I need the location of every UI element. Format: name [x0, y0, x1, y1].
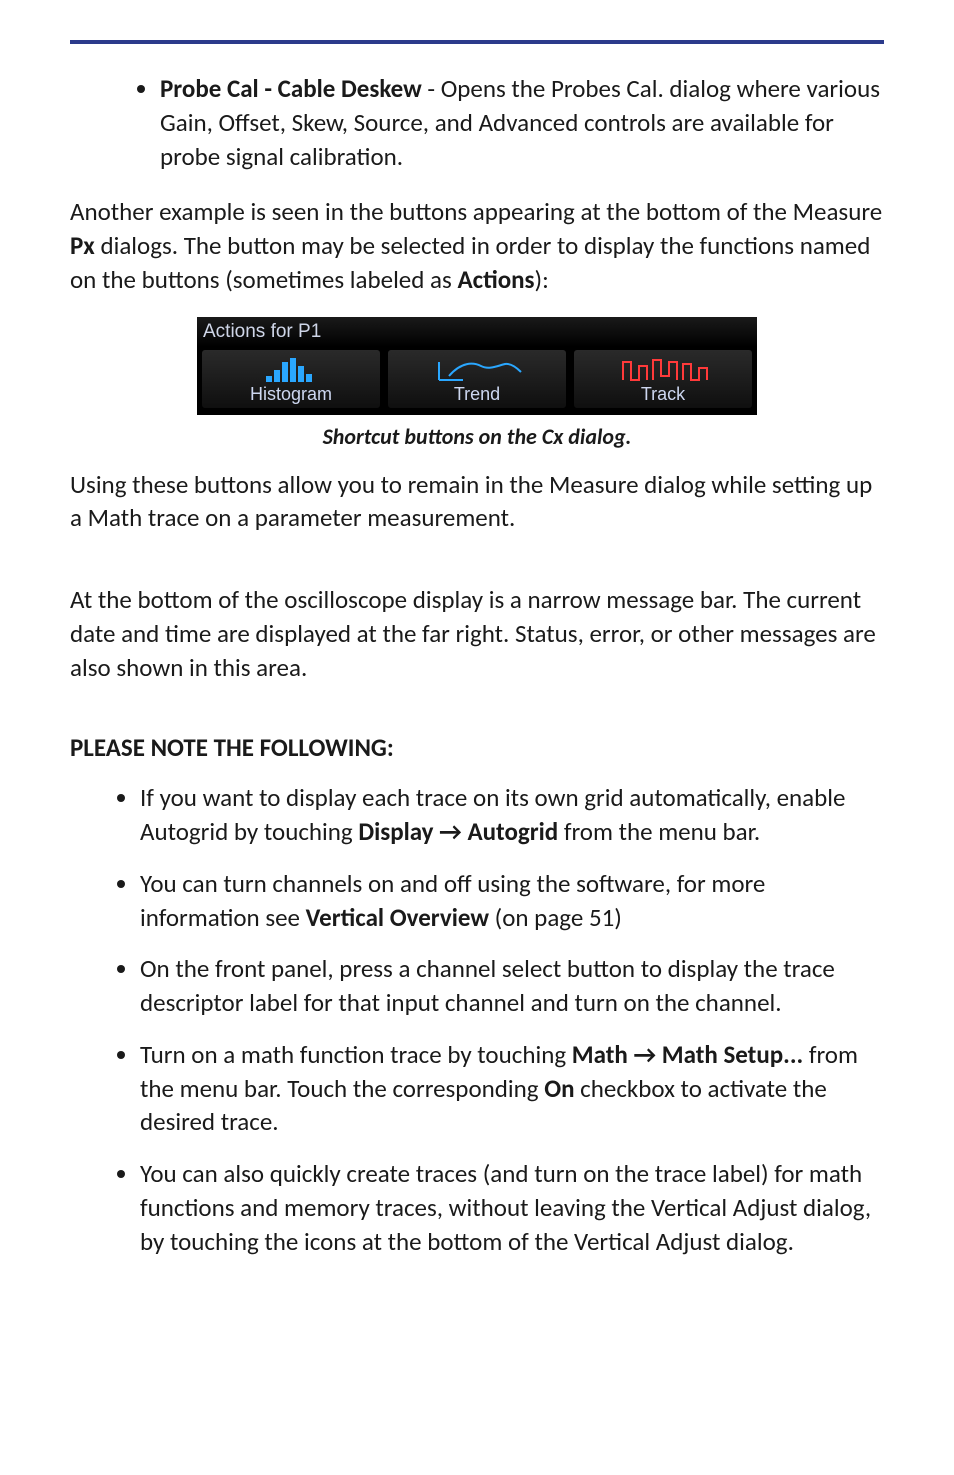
spacer — [70, 555, 884, 583]
track-label: Track — [641, 384, 685, 405]
note-item: On the front panel, press a channel sele… — [140, 952, 884, 1020]
trend-icon — [388, 356, 566, 384]
top-bullet-block: Probe Cal - Cable Deskew - Opens the Pro… — [130, 72, 884, 173]
actions-row: Histogram Trend — [197, 347, 757, 409]
bullet-probe-cal-bold: Probe Cal - Cable Deskew — [160, 73, 422, 104]
note-item: You can turn channels on and off using t… — [140, 867, 884, 935]
trend-label: Trend — [454, 384, 500, 405]
note-text: (on page 51) — [489, 902, 622, 933]
spacer — [70, 704, 884, 732]
actions-panel: Actions for P1 — [197, 317, 757, 415]
actions-panel-title: Actions for P1 — [197, 317, 757, 347]
track-button[interactable]: Track — [573, 349, 753, 409]
histogram-button[interactable]: Histogram — [201, 349, 381, 409]
figure: Actions for P1 — [197, 317, 757, 415]
note-bold: Display → Autogrid — [358, 816, 558, 847]
para-example-bold2: Actions — [457, 264, 534, 295]
figure-caption: Shortcut buttons on the Cx dialog. — [70, 423, 884, 450]
para-example-prefix: Another example is seen in the buttons a… — [70, 196, 882, 227]
para-example-bold1: Px — [70, 230, 95, 261]
note-bold: Vertical Overview — [306, 902, 489, 933]
para-message-bar: At the bottom of the oscilloscope displa… — [70, 583, 884, 684]
histogram-label: Histogram — [250, 384, 332, 405]
note-item: You can also quickly create traces (and … — [140, 1157, 884, 1258]
para-example-suffix: ): — [535, 264, 549, 295]
note-item: If you want to display each trace on its… — [140, 781, 884, 849]
para-example: Another example is seen in the buttons a… — [70, 195, 884, 296]
histogram-icon — [202, 356, 380, 384]
note-text: You can also quickly create traces (and … — [140, 1158, 871, 1257]
note-heading-suffix: : — [387, 732, 394, 763]
note-text: Turn on a math function trace by touchin… — [140, 1039, 572, 1070]
note-text: On the front panel, press a channel sele… — [140, 953, 835, 1018]
notes-block: If you want to display each trace on its… — [110, 781, 884, 1258]
note-item: Turn on a math function trace by touchin… — [140, 1038, 884, 1139]
note-bold: On — [544, 1073, 574, 1104]
page: Probe Cal - Cable Deskew - Opens the Pro… — [0, 0, 954, 1475]
bullet-probe-cal: Probe Cal - Cable Deskew - Opens the Pro… — [160, 72, 884, 173]
top-divider — [70, 40, 884, 44]
trend-button[interactable]: Trend — [387, 349, 567, 409]
para-after-fig: Using these buttons allow you to remain … — [70, 468, 884, 536]
note-heading: PLEASE NOTE THE FOLLOWING: — [70, 732, 884, 763]
track-icon — [574, 356, 752, 384]
note-text: from the menu bar. — [558, 816, 760, 847]
note-heading-text: PLEASE NOTE THE FOLLOWING — [70, 732, 387, 763]
note-bold: Math → Math Setup... — [572, 1039, 803, 1070]
